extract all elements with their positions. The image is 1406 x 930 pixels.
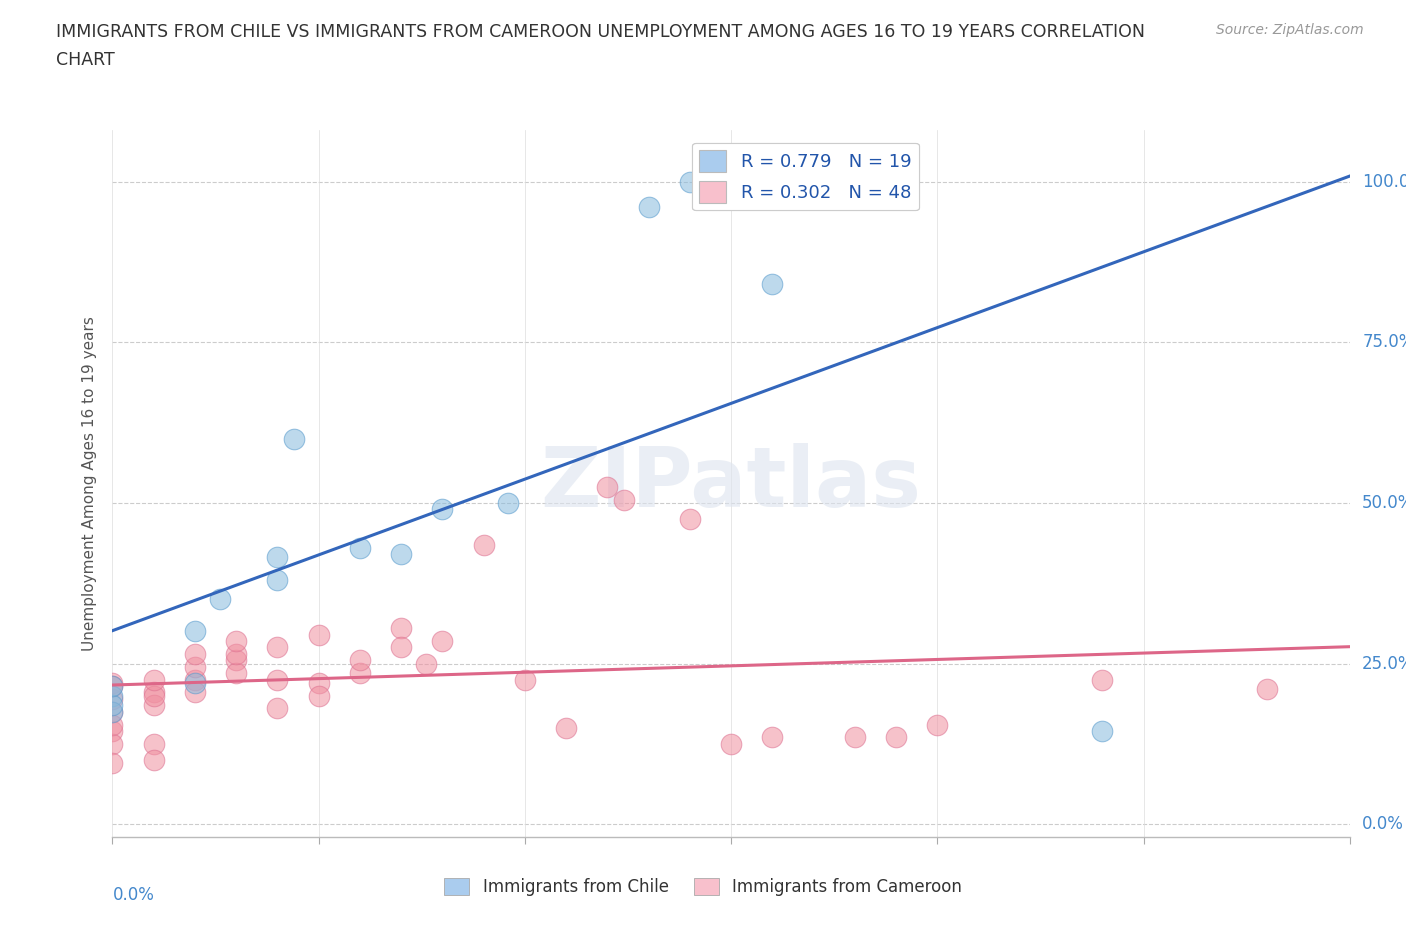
Point <box>184 675 207 690</box>
Point <box>266 672 288 687</box>
Point <box>101 679 124 694</box>
Point <box>101 717 124 732</box>
Point <box>844 730 866 745</box>
Y-axis label: Unemployment Among Ages 16 to 19 years: Unemployment Among Ages 16 to 19 years <box>82 316 97 651</box>
Point <box>266 550 288 565</box>
Point <box>720 737 742 751</box>
Point <box>389 620 412 635</box>
Point <box>349 540 371 555</box>
Text: IMMIGRANTS FROM CHILE VS IMMIGRANTS FROM CAMEROON UNEMPLOYMENT AMONG AGES 16 TO : IMMIGRANTS FROM CHILE VS IMMIGRANTS FROM… <box>56 23 1146 41</box>
Point <box>184 646 207 661</box>
Point <box>432 502 454 517</box>
Point <box>555 721 578 736</box>
Point <box>884 730 907 745</box>
Point <box>101 704 124 719</box>
Legend: R = 0.779   N = 19, R = 0.302   N = 48: R = 0.779 N = 19, R = 0.302 N = 48 <box>692 143 918 210</box>
Point <box>266 640 288 655</box>
Point <box>101 724 124 738</box>
Point <box>101 698 124 712</box>
Point <box>184 685 207 700</box>
Point <box>613 492 636 507</box>
Point <box>101 756 124 771</box>
Point <box>761 730 783 745</box>
Text: 100.0%: 100.0% <box>1362 173 1406 191</box>
Point <box>927 717 949 732</box>
Point <box>761 277 783 292</box>
Point <box>266 573 288 588</box>
Point <box>349 666 371 681</box>
Legend: Immigrants from Chile, Immigrants from Cameroon: Immigrants from Chile, Immigrants from C… <box>437 871 969 903</box>
Point <box>596 479 619 494</box>
Text: Source: ZipAtlas.com: Source: ZipAtlas.com <box>1216 23 1364 37</box>
Text: 25.0%: 25.0% <box>1362 655 1406 672</box>
Point <box>1091 724 1114 738</box>
Point <box>184 659 207 674</box>
Point <box>101 704 124 719</box>
Point <box>225 646 247 661</box>
Text: ZIPatlas: ZIPatlas <box>541 443 921 525</box>
Text: 0.0%: 0.0% <box>1362 816 1405 833</box>
Point <box>679 174 702 189</box>
Point <box>432 633 454 648</box>
Point <box>283 432 305 446</box>
Text: 75.0%: 75.0% <box>1362 333 1406 352</box>
Point <box>415 656 437 671</box>
Point <box>266 701 288 716</box>
Point <box>308 675 330 690</box>
Point <box>184 624 207 639</box>
Point <box>208 591 231 606</box>
Point <box>184 672 207 687</box>
Point <box>101 679 124 694</box>
Point <box>1256 682 1278 697</box>
Point <box>101 691 124 706</box>
Point <box>513 672 536 687</box>
Point <box>308 627 330 642</box>
Point <box>225 633 247 648</box>
Text: CHART: CHART <box>56 51 115 69</box>
Point <box>101 675 124 690</box>
Point <box>308 688 330 703</box>
Point <box>142 688 165 703</box>
Point <box>720 174 742 189</box>
Point <box>142 752 165 767</box>
Point <box>101 688 124 703</box>
Point <box>389 547 412 562</box>
Point <box>142 672 165 687</box>
Text: 0.0%: 0.0% <box>112 886 155 905</box>
Point <box>225 653 247 668</box>
Point <box>142 698 165 712</box>
Point <box>472 538 495 552</box>
Point <box>225 666 247 681</box>
Point <box>1091 672 1114 687</box>
Point <box>498 496 520 511</box>
Point <box>142 685 165 700</box>
Text: 50.0%: 50.0% <box>1362 494 1406 512</box>
Point <box>142 737 165 751</box>
Point <box>679 512 702 526</box>
Point <box>101 737 124 751</box>
Point <box>637 200 659 215</box>
Point <box>389 640 412 655</box>
Point <box>349 653 371 668</box>
